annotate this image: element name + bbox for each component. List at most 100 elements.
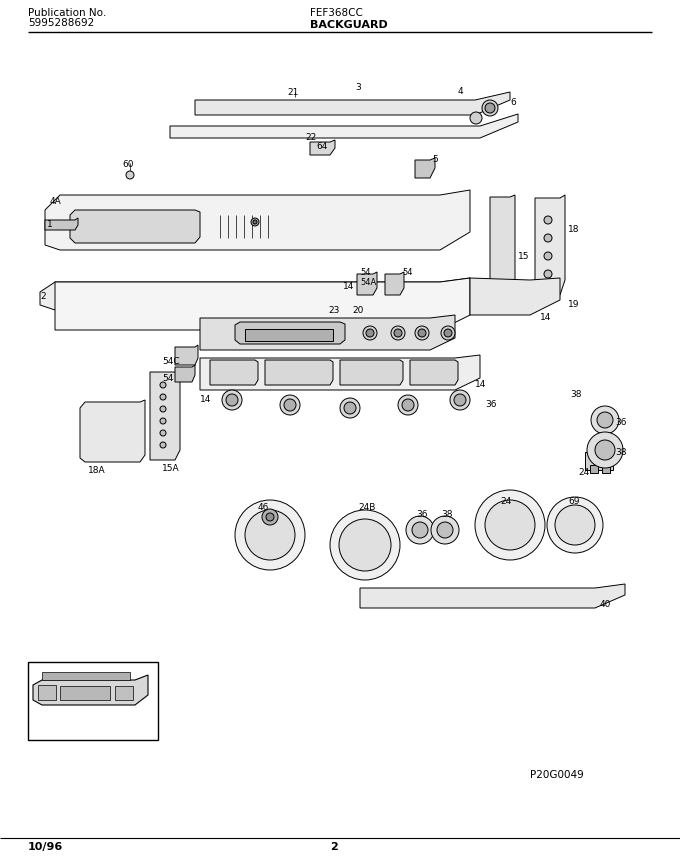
Text: 14: 14 bbox=[540, 313, 551, 322]
Circle shape bbox=[587, 432, 623, 468]
Text: 23: 23 bbox=[328, 306, 339, 315]
Circle shape bbox=[253, 220, 257, 224]
Circle shape bbox=[160, 418, 166, 424]
Text: 14: 14 bbox=[343, 282, 354, 291]
Text: 21: 21 bbox=[287, 88, 299, 97]
Text: 10: 10 bbox=[35, 666, 47, 676]
Circle shape bbox=[406, 516, 434, 544]
Circle shape bbox=[418, 329, 426, 337]
Text: 24B: 24B bbox=[358, 503, 375, 512]
Polygon shape bbox=[70, 210, 200, 243]
Circle shape bbox=[544, 216, 552, 224]
Polygon shape bbox=[360, 584, 625, 608]
Text: 14: 14 bbox=[200, 395, 211, 404]
Circle shape bbox=[391, 326, 405, 340]
Circle shape bbox=[591, 406, 619, 434]
Bar bbox=[352, 540, 364, 550]
Polygon shape bbox=[80, 400, 145, 462]
Text: 15: 15 bbox=[518, 252, 530, 261]
Text: 20: 20 bbox=[352, 306, 363, 315]
Polygon shape bbox=[175, 345, 198, 365]
Text: 18A: 18A bbox=[88, 466, 105, 475]
Bar bbox=[60, 686, 110, 700]
Text: 4A: 4A bbox=[50, 197, 62, 206]
Circle shape bbox=[160, 430, 166, 436]
Polygon shape bbox=[200, 315, 455, 350]
Circle shape bbox=[454, 394, 466, 406]
Text: 3: 3 bbox=[355, 83, 361, 92]
Text: 54
54A: 54 54A bbox=[360, 268, 376, 288]
Circle shape bbox=[330, 510, 400, 580]
Text: 46: 46 bbox=[258, 503, 269, 512]
Circle shape bbox=[340, 398, 360, 418]
Bar bbox=[368, 540, 380, 550]
Text: 54: 54 bbox=[402, 268, 413, 277]
Circle shape bbox=[366, 329, 374, 337]
Circle shape bbox=[544, 252, 552, 260]
Circle shape bbox=[222, 390, 242, 410]
Text: 6: 6 bbox=[510, 98, 515, 107]
Bar bbox=[38, 685, 56, 700]
Text: 38: 38 bbox=[441, 510, 452, 519]
Circle shape bbox=[245, 510, 295, 560]
Text: 38: 38 bbox=[615, 448, 626, 457]
Circle shape bbox=[235, 500, 305, 570]
Circle shape bbox=[485, 103, 495, 113]
Circle shape bbox=[555, 505, 595, 545]
Circle shape bbox=[482, 100, 498, 116]
Text: 15A: 15A bbox=[162, 464, 180, 473]
Text: 2: 2 bbox=[330, 842, 338, 852]
Circle shape bbox=[441, 326, 455, 340]
Polygon shape bbox=[497, 518, 523, 530]
Circle shape bbox=[363, 326, 377, 340]
Text: 60: 60 bbox=[122, 160, 133, 169]
Circle shape bbox=[344, 402, 356, 414]
Circle shape bbox=[544, 270, 552, 278]
Polygon shape bbox=[348, 540, 385, 555]
Bar bbox=[602, 465, 610, 473]
Polygon shape bbox=[200, 355, 480, 390]
Circle shape bbox=[160, 406, 166, 412]
Polygon shape bbox=[33, 675, 148, 705]
Bar bbox=[28, 662, 158, 740]
Polygon shape bbox=[357, 272, 377, 295]
Bar bbox=[255, 509, 285, 525]
Polygon shape bbox=[535, 195, 565, 295]
Circle shape bbox=[470, 112, 482, 124]
Circle shape bbox=[226, 394, 238, 406]
Text: 54: 54 bbox=[162, 374, 173, 383]
Circle shape bbox=[547, 497, 603, 553]
Text: BACKGUARD: BACKGUARD bbox=[310, 20, 388, 30]
Polygon shape bbox=[490, 195, 515, 300]
Polygon shape bbox=[340, 360, 403, 385]
Text: 18: 18 bbox=[568, 225, 579, 234]
Text: 64: 64 bbox=[316, 142, 327, 151]
Bar bbox=[42, 672, 130, 680]
Text: Publication No.: Publication No. bbox=[28, 8, 106, 18]
Circle shape bbox=[415, 326, 429, 340]
Polygon shape bbox=[385, 272, 404, 295]
Polygon shape bbox=[40, 278, 470, 310]
Polygon shape bbox=[265, 360, 333, 385]
Text: 14: 14 bbox=[475, 380, 486, 389]
Circle shape bbox=[412, 522, 428, 538]
Polygon shape bbox=[470, 278, 560, 315]
Text: 22: 22 bbox=[305, 133, 316, 142]
Text: 36: 36 bbox=[485, 400, 496, 409]
Bar bbox=[115, 686, 133, 700]
Circle shape bbox=[266, 513, 274, 521]
Text: 24: 24 bbox=[578, 468, 590, 477]
Polygon shape bbox=[415, 158, 435, 178]
Text: 10/96: 10/96 bbox=[28, 842, 63, 852]
Polygon shape bbox=[210, 360, 258, 385]
Polygon shape bbox=[45, 190, 470, 250]
Polygon shape bbox=[175, 365, 195, 382]
Polygon shape bbox=[310, 140, 335, 155]
Circle shape bbox=[595, 440, 615, 460]
Text: 1: 1 bbox=[47, 220, 53, 229]
Circle shape bbox=[251, 218, 259, 226]
Circle shape bbox=[126, 171, 134, 179]
Text: 4: 4 bbox=[458, 87, 464, 96]
Text: 54C: 54C bbox=[162, 357, 180, 366]
Polygon shape bbox=[150, 370, 180, 460]
